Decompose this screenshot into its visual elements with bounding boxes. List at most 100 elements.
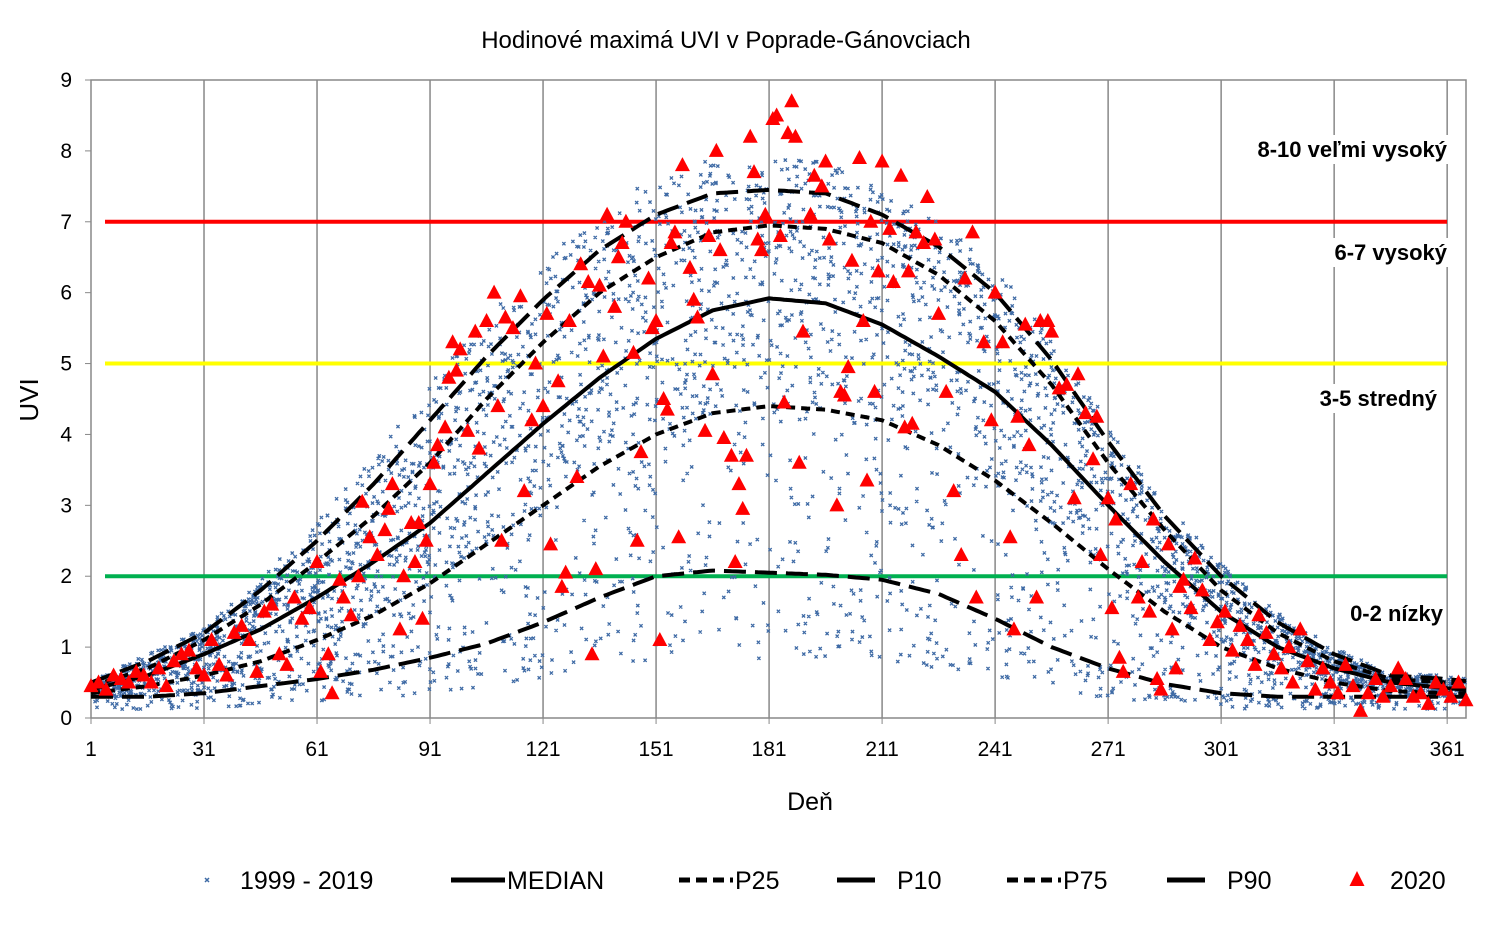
triangle-2020 (418, 532, 434, 547)
band-label-group: 0-2 nízky (1346, 599, 1446, 628)
triangle-2020 (1006, 621, 1022, 636)
triangle-2020 (916, 235, 932, 250)
triangle-2020 (1398, 671, 1414, 686)
y-tick-label: 9 (60, 69, 72, 92)
triangle-2020 (1002, 529, 1018, 544)
triangle-2020 (554, 578, 570, 593)
triangle-2020 (716, 429, 732, 444)
triangle-2020 (859, 472, 875, 487)
triangle-2020 (1240, 632, 1256, 647)
triangle-2020 (957, 270, 973, 285)
triangle-2020 (279, 656, 295, 671)
triangle-2020 (746, 164, 762, 179)
triangle-2020 (610, 249, 626, 264)
triangle-2020 (188, 660, 204, 675)
band-label: 6-7 vysoký (1334, 240, 1447, 265)
triangle-2020 (1258, 624, 1274, 639)
triangle-2020 (569, 468, 585, 483)
triangle-2020 (791, 454, 807, 469)
triangle-2020 (309, 554, 325, 569)
triangle-2020 (460, 422, 476, 437)
triangle-2020 (829, 497, 845, 512)
triangle-2020 (904, 415, 920, 430)
triangle-2020 (448, 362, 464, 377)
triangle-2020 (1405, 688, 1421, 703)
triangle-2020 (1322, 674, 1338, 689)
band-label-group: 6-7 vysoký (1330, 238, 1450, 267)
triangle-2020 (727, 554, 743, 569)
triangle-2020 (1315, 660, 1331, 675)
triangle-2020 (927, 231, 943, 246)
triangle-2020 (1368, 671, 1384, 686)
legend-item-median: MEDIAN (451, 867, 604, 895)
triangle-2020 (870, 263, 886, 278)
triangle-2020 (1273, 660, 1289, 675)
band-labels: 8-10 veľmi vysoký 6-7 vysoký 3-5 stredný 0-… (1253, 135, 1450, 628)
chart-title: Hodinové maximá UVI v Poprade-Gánovciach (481, 27, 971, 54)
triangle-2020 (479, 313, 495, 328)
triangle-2020 (407, 554, 423, 569)
triangle-2020 (780, 125, 796, 140)
triangle-2020 (1337, 656, 1353, 671)
triangle-2020 (772, 227, 788, 242)
triangle-2020 (1330, 685, 1346, 700)
triangle-2020 (286, 589, 302, 604)
triangle-2020 (885, 274, 901, 289)
triangle-2020 (1202, 632, 1218, 647)
triangle-2020 (1360, 685, 1376, 700)
triangle-2020 (219, 667, 235, 682)
triangle-2020 (667, 224, 683, 239)
triangle-2020 (931, 305, 947, 320)
triangle-2020 (1093, 546, 1109, 561)
triangle-2020 (113, 671, 129, 686)
triangle-2020 (1307, 681, 1323, 696)
triangle-2020 (486, 284, 502, 299)
x-tick-label: 331 (1317, 738, 1352, 761)
band-label-bg (1330, 238, 1450, 267)
triangle-2020 (1066, 490, 1082, 505)
triangle-2020 (1130, 589, 1146, 604)
triangle-2020 (897, 419, 913, 434)
triangle-2020 (723, 447, 739, 462)
legend-label: 1999 - 2019 (240, 867, 373, 895)
legend-item-p90: P90 (1167, 867, 1271, 895)
x-tick-label: 31 (192, 738, 215, 761)
band-label-bg (1315, 384, 1440, 413)
x-tick-label: 61 (305, 738, 328, 761)
triangle-2020 (580, 274, 596, 289)
triangle-2020 (625, 344, 641, 359)
triangle-2020 (1281, 639, 1297, 654)
triangle-2020 (573, 256, 589, 271)
x-tick-label: 151 (639, 738, 674, 761)
x-tick-label: 301 (1204, 738, 1239, 761)
triangle-2020 (1164, 621, 1180, 636)
legend: 1999 - 2019 MEDIAN P25 P10 P75 P90 2020 (204, 867, 1446, 895)
triangle-2020 (1450, 674, 1466, 689)
triangle-2020 (1435, 681, 1451, 696)
triangle-2020 (946, 483, 962, 498)
triangle-2020 (1383, 678, 1399, 693)
triangle-2020 (701, 227, 717, 242)
triangle-2020 (204, 632, 220, 647)
triangle-2020 (1187, 550, 1203, 565)
triangle-2020 (784, 93, 800, 108)
triangle-2020 (211, 656, 227, 671)
triangle-2020 (550, 373, 566, 388)
x-tick-label: 241 (978, 738, 1013, 761)
triangle-2020 (697, 422, 713, 437)
triangle-2020 (1428, 674, 1444, 689)
x-tick-label: 211 (865, 738, 898, 761)
triangle-2020 (166, 653, 182, 668)
triangle-2020 (1134, 554, 1150, 569)
triangle-2020 (524, 412, 540, 427)
triangle-2020 (83, 678, 99, 693)
triangle-2020 (629, 532, 645, 547)
triangle-2020 (1078, 405, 1094, 420)
triangle-2020 (543, 536, 559, 551)
triangle-2020 (128, 663, 144, 678)
triangle-2020 (313, 663, 329, 678)
triangle-2020 (335, 589, 351, 604)
triangle-2020 (908, 224, 924, 239)
triangle-2020 (452, 341, 468, 356)
triangle-2020 (663, 235, 679, 250)
